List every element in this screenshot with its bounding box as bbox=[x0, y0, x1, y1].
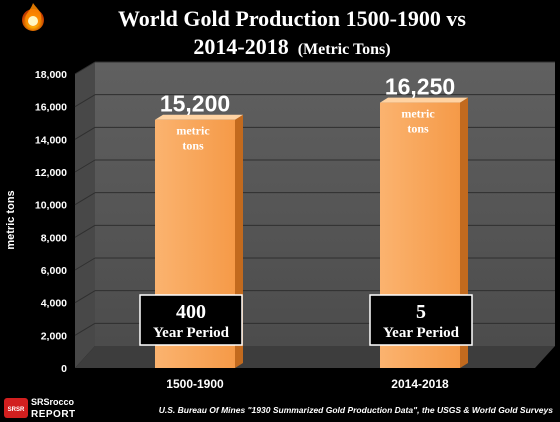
y-tick-label: 18,000 bbox=[35, 69, 67, 81]
period-box: 5 Year Period bbox=[369, 294, 473, 346]
y-tick-label: 6,000 bbox=[41, 265, 67, 277]
y-tick-label: 4,000 bbox=[41, 298, 67, 310]
chart-title-years: 2014-2018 bbox=[193, 34, 288, 59]
gridline-side bbox=[74, 159, 96, 173]
y-tick-label: 8,000 bbox=[41, 232, 67, 244]
flame-logo-icon bbox=[22, 3, 44, 31]
bar-unit-label: metric bbox=[401, 107, 435, 121]
y-tick-label: 2,000 bbox=[41, 330, 67, 342]
chart-title-line2: 2014-2018 (Metric Tons) bbox=[193, 34, 390, 59]
chart-title-line1: World Gold Production 1500-1900 vs bbox=[118, 6, 466, 31]
srsrocco-report-logo: SRSR SRSrocco REPORT bbox=[4, 397, 76, 420]
y-tick-label: 10,000 bbox=[35, 200, 67, 212]
period-box: 400 Year Period bbox=[139, 294, 243, 346]
plot-floor bbox=[75, 346, 555, 368]
y-axis-label: metric tons bbox=[5, 190, 17, 249]
plot-side-wall bbox=[75, 62, 95, 368]
gridline-side bbox=[74, 61, 96, 75]
y-tick-label: 14,000 bbox=[35, 134, 67, 146]
gridline-side bbox=[74, 192, 96, 206]
period-box-number: 400 bbox=[176, 301, 206, 323]
category-label: 2014-2018 bbox=[391, 377, 449, 391]
gridline-side bbox=[74, 224, 96, 238]
gridline-side bbox=[74, 322, 96, 336]
source-note: U.S. Bureau Of Mines "1930 Summarized Go… bbox=[159, 405, 554, 415]
logo-badge: SRSR bbox=[8, 407, 25, 413]
gridline-side bbox=[74, 126, 96, 140]
period-box-label: Year Period bbox=[383, 325, 460, 341]
logo-line1: SRSrocco bbox=[31, 397, 75, 407]
period-box-number: 5 bbox=[416, 301, 426, 323]
bar-unit-label: metric bbox=[176, 124, 210, 138]
bar-value-label: 16,250 bbox=[385, 74, 455, 100]
period-box-label: Year Period bbox=[153, 325, 230, 341]
gridline-side bbox=[74, 290, 96, 304]
bar-unit-label: tons bbox=[407, 122, 429, 136]
bar-top bbox=[380, 97, 468, 103]
bar-value-label: 15,200 bbox=[160, 91, 230, 117]
gridline-side bbox=[74, 257, 96, 271]
gridline-side bbox=[74, 94, 96, 108]
logo-line2: REPORT bbox=[31, 409, 76, 420]
chart-title-units: (Metric Tons) bbox=[298, 41, 391, 58]
bar-unit-label: tons bbox=[182, 139, 204, 153]
y-tick-label: 12,000 bbox=[35, 167, 67, 179]
category-label: 1500-1900 bbox=[166, 377, 224, 391]
y-tick-label: 16,000 bbox=[35, 102, 67, 114]
bar-top bbox=[155, 114, 243, 120]
y-tick-label: 0 bbox=[61, 363, 67, 375]
